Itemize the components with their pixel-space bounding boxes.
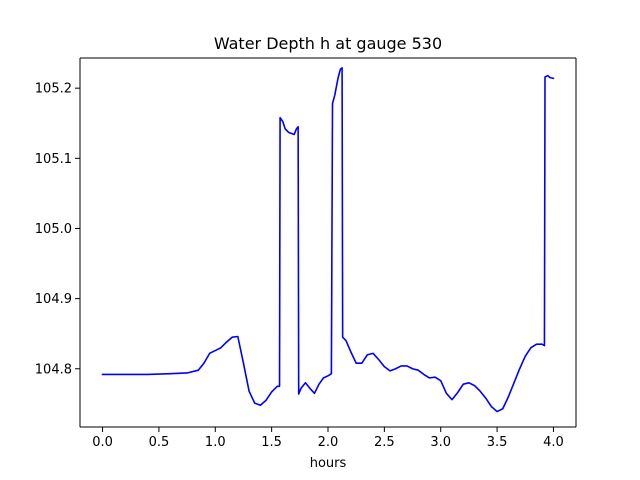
x-tick-label: 4.0 <box>543 435 564 450</box>
y-tick-label: 104.8 <box>35 362 72 377</box>
y-tick-label: 105.0 <box>35 222 72 237</box>
x-tick-label: 1.5 <box>261 435 282 450</box>
series-line-1 <box>101 67 555 413</box>
x-tick-label: 3.5 <box>487 435 508 450</box>
y-tick-label: 104.9 <box>35 292 72 307</box>
x-tick-label: 3.0 <box>430 435 451 450</box>
x-tick-label: 2.5 <box>374 435 395 450</box>
x-tick-label: 1.0 <box>205 435 226 450</box>
x-tick-label: 0.5 <box>149 435 170 450</box>
chart-title: Water Depth h at gauge 530 <box>214 34 442 53</box>
x-tick-label: 0.0 <box>92 435 113 450</box>
y-tick-label: 105.1 <box>35 152 72 167</box>
plot-area: 0.0 0.5 1.0 1.5 2.0 2.5 3.0 3.5 4.0 104.8 104.9 105… <box>35 57 577 450</box>
x-axis-label: hours <box>310 456 347 471</box>
x-tick-label: 2.0 <box>318 435 339 450</box>
y-tick-label: 105.2 <box>35 82 72 97</box>
